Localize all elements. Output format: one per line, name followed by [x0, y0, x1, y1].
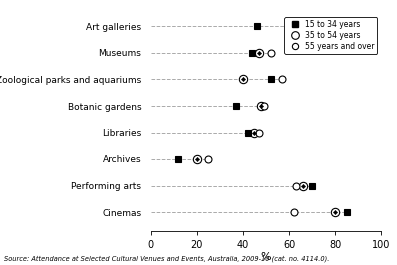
- Text: Source: Attendance at Selected Cultural Venues and Events, Australia, 2009-10 (c: Source: Attendance at Selected Cultural …: [4, 256, 330, 262]
- Legend: 15 to 34 years, 35 to 54 years, 55 years and over: 15 to 34 years, 35 to 54 years, 55 years…: [284, 17, 377, 54]
- X-axis label: %: %: [261, 252, 271, 262]
